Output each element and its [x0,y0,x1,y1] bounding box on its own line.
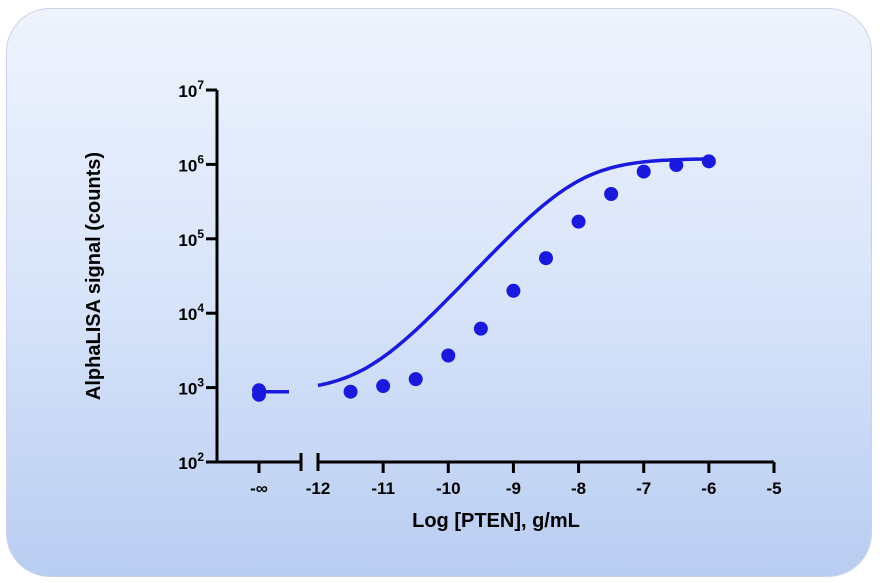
y-tick-label: 102 [178,450,204,473]
x-ticks: -∞ -12 -11 -10 -9 -8 -7 -6 -5 [250,462,782,498]
y-tick-label: 105 [178,227,204,250]
data-point [376,379,391,394]
data-point [441,348,456,363]
x-tick-label: -10 [436,479,461,498]
x-tick-label: -6 [701,479,716,498]
data-point [408,372,423,387]
y-tick-label: 103 [178,376,204,399]
x-tick-label: -12 [306,479,331,498]
data-point [506,283,521,298]
data-point [571,214,586,229]
chart-panel [6,8,872,577]
x-tick-label: -8 [571,479,586,498]
y-tick-label: 106 [178,152,204,175]
axes [215,90,774,471]
data-points [252,154,716,402]
x-tick-label: -∞ [250,479,268,498]
data-point [636,164,651,179]
x-tick-label: -5 [766,479,781,498]
y-ticks: 107 106 105 104 103 102 [178,78,217,473]
data-point [473,321,488,336]
x-tick-label: -9 [506,479,521,498]
y-axis-title: AlphaLISA signal (counts) [83,152,105,400]
x-tick-label: -7 [636,479,651,498]
fit-curve [317,157,709,388]
data-point [604,187,619,202]
y-tick-label: 107 [178,78,204,101]
data-point [343,384,358,399]
data-point [252,383,266,398]
fit-curves [259,157,709,394]
x-axis-title: Log [PTEN], g/mL [412,510,580,532]
data-point [669,158,684,173]
data-point [701,154,716,169]
x-tick-label: -11 [371,479,395,498]
data-point [539,251,553,266]
y-tick-label: 104 [178,301,204,324]
